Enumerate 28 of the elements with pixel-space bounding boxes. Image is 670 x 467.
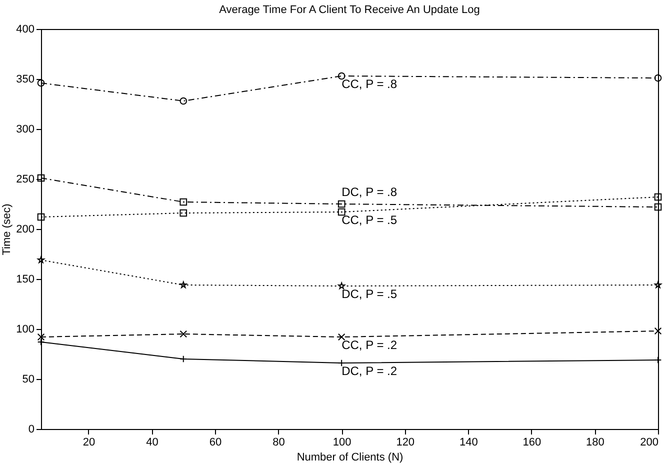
y-tick-label: 350 [16, 74, 34, 86]
series-label: CC, P = .8 [342, 77, 398, 91]
x-tick-label: 40 [146, 436, 158, 448]
series-label: DC, P = .2 [342, 364, 398, 378]
y-axis-title: Time (sec) [1, 204, 14, 256]
series-label: DC, P = .5 [342, 287, 398, 301]
x-axis-title: Number of Clients (N) [296, 452, 404, 464]
x-tick-label: 80 [272, 436, 285, 448]
x-tick-label: 120 [396, 436, 415, 448]
x-tick-label: 20 [82, 436, 96, 448]
x-tick-label: 160 [522, 436, 542, 448]
y-tick-label: 400 [16, 24, 34, 36]
series-label: CC, P = .5 [342, 213, 398, 227]
x-tick-label: 60 [209, 436, 222, 448]
series-label: CC, P = .2 [342, 338, 398, 352]
chart-title: Average Time For A Client To Receive An Update Log [219, 4, 480, 16]
y-tick-label: 100 [16, 324, 34, 336]
y-tick-label: 250 [16, 174, 34, 186]
y-tick-label: 200 [16, 224, 34, 236]
y-tick-label: 0 [28, 424, 34, 436]
y-tick-label: 50 [22, 374, 34, 386]
x-tick-label: 200 [640, 436, 658, 448]
y-tick-label: 150 [16, 274, 34, 286]
series-label: DC, P = .8 [342, 185, 398, 199]
y-tick-label: 300 [16, 124, 34, 136]
x-tick-label: 140 [459, 436, 478, 448]
x-tick-label: 100 [332, 436, 352, 448]
x-tick-label: 180 [586, 436, 604, 448]
